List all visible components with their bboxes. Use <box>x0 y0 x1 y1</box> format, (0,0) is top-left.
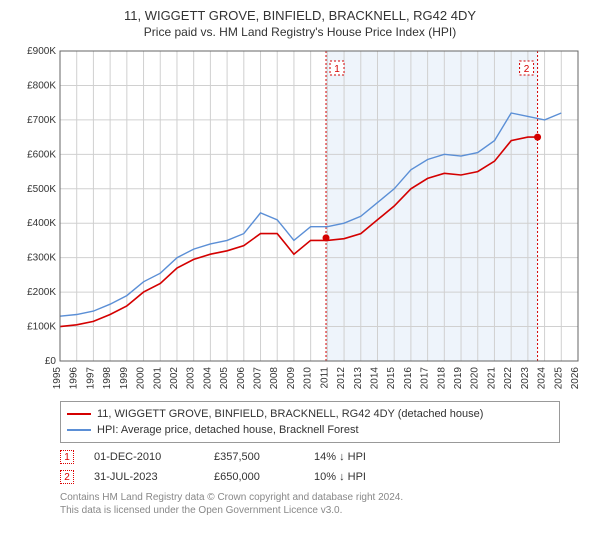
marker-date: 31-JUL-2023 <box>94 467 194 487</box>
svg-text:2009: 2009 <box>286 367 297 390</box>
svg-text:2012: 2012 <box>336 367 347 390</box>
legend-item-hpi: HPI: Average price, detached house, Brac… <box>67 422 553 438</box>
svg-text:£600K: £600K <box>27 149 56 160</box>
svg-text:£800K: £800K <box>27 80 56 91</box>
marker-row: 1 01-DEC-2010 £357,500 14% ↓ HPI <box>60 447 560 467</box>
chart-title: 11, WIGGETT GROVE, BINFIELD, BRACKNELL, … <box>10 8 590 23</box>
svg-text:2010: 2010 <box>303 367 314 390</box>
svg-text:2007: 2007 <box>253 367 264 390</box>
svg-text:2019: 2019 <box>453 367 464 390</box>
svg-text:2018: 2018 <box>436 367 447 390</box>
svg-text:£100K: £100K <box>27 322 56 333</box>
svg-text:1999: 1999 <box>119 367 130 390</box>
marker-pct: 10% ↓ HPI <box>314 467 414 487</box>
marker-badge: 2 <box>60 470 74 484</box>
marker-table: 1 01-DEC-2010 £357,500 14% ↓ HPI 2 31-JU… <box>60 447 560 487</box>
footnote-line: This data is licensed under the Open Gov… <box>60 504 560 517</box>
svg-text:2008: 2008 <box>269 367 280 390</box>
svg-text:£300K: £300K <box>27 253 56 264</box>
legend-item-property: 11, WIGGETT GROVE, BINFIELD, BRACKNELL, … <box>67 406 553 422</box>
svg-text:2005: 2005 <box>219 367 230 390</box>
line-chart-svg: £0 £100K £200K £300K £400K £500K £600K £700K £80… <box>10 45 590 395</box>
svg-text:2020: 2020 <box>470 367 481 390</box>
chart-subtitle: Price paid vs. HM Land Registry's House … <box>10 25 590 39</box>
svg-text:2003: 2003 <box>186 367 197 390</box>
svg-text:2001: 2001 <box>152 367 163 390</box>
svg-text:2013: 2013 <box>353 367 364 390</box>
svg-text:£700K: £700K <box>27 115 56 126</box>
svg-text:£500K: £500K <box>27 184 56 195</box>
svg-text:2022: 2022 <box>503 367 514 390</box>
marker-price: £650,000 <box>214 467 294 487</box>
svg-text:2015: 2015 <box>386 367 397 390</box>
svg-text:2002: 2002 <box>169 367 180 390</box>
svg-text:£900K: £900K <box>27 46 56 57</box>
svg-text:2004: 2004 <box>202 367 213 390</box>
marker-price: £357,500 <box>214 447 294 467</box>
svg-text:2014: 2014 <box>369 367 380 390</box>
svg-text:1995: 1995 <box>52 367 63 390</box>
legend-swatch <box>67 429 91 431</box>
legend: 11, WIGGETT GROVE, BINFIELD, BRACKNELL, … <box>60 401 560 443</box>
marker-pct: 14% ↓ HPI <box>314 447 414 467</box>
footnote: Contains HM Land Registry data © Crown c… <box>60 491 560 517</box>
svg-text:2024: 2024 <box>537 367 548 390</box>
marker-badge: 1 <box>60 450 74 464</box>
svg-text:£400K: £400K <box>27 218 56 229</box>
footnote-line: Contains HM Land Registry data © Crown c… <box>60 491 560 504</box>
svg-text:2023: 2023 <box>520 367 531 390</box>
svg-text:2026: 2026 <box>570 367 581 390</box>
marker-date: 01-DEC-2010 <box>94 447 194 467</box>
svg-text:£200K: £200K <box>27 287 56 298</box>
svg-text:2017: 2017 <box>420 367 431 390</box>
svg-text:2: 2 <box>524 64 530 75</box>
svg-text:£0: £0 <box>45 356 57 367</box>
svg-text:1997: 1997 <box>85 367 96 390</box>
chart-plot: £0 £100K £200K £300K £400K £500K £600K £700K £80… <box>10 45 590 395</box>
legend-swatch <box>67 413 91 415</box>
svg-text:2025: 2025 <box>553 367 564 390</box>
svg-text:2021: 2021 <box>486 367 497 390</box>
svg-text:2011: 2011 <box>319 367 330 389</box>
legend-label: HPI: Average price, detached house, Brac… <box>97 422 359 438</box>
svg-text:2016: 2016 <box>403 367 414 390</box>
svg-text:1: 1 <box>334 64 340 75</box>
marker-row: 2 31-JUL-2023 £650,000 10% ↓ HPI <box>60 467 560 487</box>
svg-text:1996: 1996 <box>69 367 80 390</box>
legend-label: 11, WIGGETT GROVE, BINFIELD, BRACKNELL, … <box>97 406 483 422</box>
svg-text:2006: 2006 <box>236 367 247 390</box>
svg-text:1998: 1998 <box>102 367 113 390</box>
svg-text:2000: 2000 <box>136 367 147 390</box>
